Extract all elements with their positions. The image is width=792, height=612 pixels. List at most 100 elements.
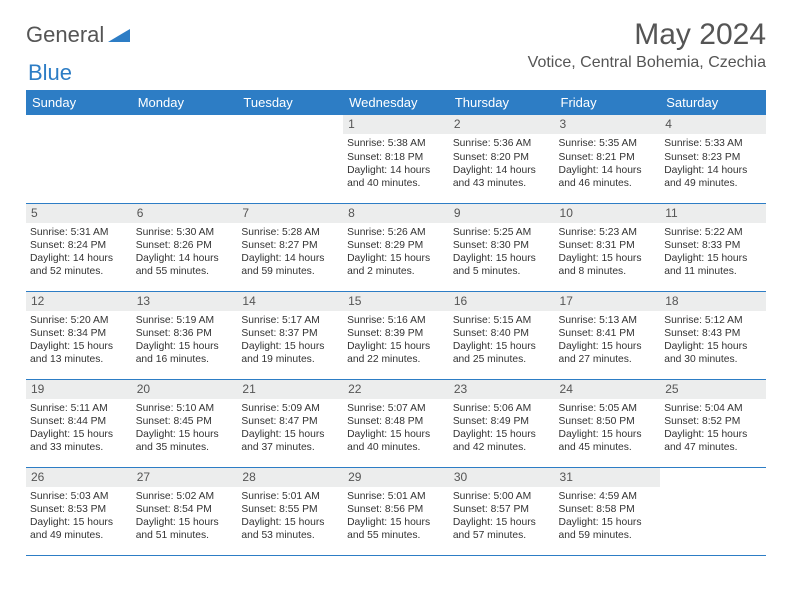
day-info: Sunrise: 5:03 AMSunset: 8:53 PMDaylight:… bbox=[30, 490, 128, 543]
day-number: 27 bbox=[132, 468, 238, 487]
day-number: 14 bbox=[237, 292, 343, 311]
day-number: 29 bbox=[343, 468, 449, 487]
day-number: 25 bbox=[660, 380, 766, 399]
day-cell: 7 Sunrise: 5:28 AMSunset: 8:27 PMDaylight… bbox=[237, 203, 343, 291]
day-number: 18 bbox=[660, 292, 766, 311]
day-info: Sunrise: 5:38 AMSunset: 8:18 PMDaylight:… bbox=[347, 137, 445, 190]
day-number: 28 bbox=[237, 468, 343, 487]
day-info: Sunrise: 5:15 AMSunset: 8:40 PMDaylight:… bbox=[453, 314, 551, 367]
day-number: 22 bbox=[343, 380, 449, 399]
day-cell: 4 Sunrise: 5:33 AMSunset: 8:23 PMDaylight… bbox=[660, 115, 766, 203]
day-cell: 29 Sunrise: 5:01 AMSunset: 8:56 PMDayligh… bbox=[343, 467, 449, 555]
day-info: Sunrise: 5:35 AMSunset: 8:21 PMDaylight:… bbox=[559, 137, 657, 190]
day-cell: 18 Sunrise: 5:12 AMSunset: 8:43 PMDayligh… bbox=[660, 291, 766, 379]
day-cell: 20Sunrise: 5:10 AMSunset: 8:45 PMDayligh… bbox=[132, 379, 238, 467]
day-cell: 3 Sunrise: 5:35 AMSunset: 8:21 PMDaylight… bbox=[555, 115, 661, 203]
day-number: 2 bbox=[449, 115, 555, 134]
day-cell: 10 Sunrise: 5:23 AMSunset: 8:31 PMDayligh… bbox=[555, 203, 661, 291]
day-cell: 24 Sunrise: 5:05 AMSunset: 8:50 PMDayligh… bbox=[555, 379, 661, 467]
day-info: Sunrise: 5:13 AMSunset: 8:41 PMDaylight:… bbox=[559, 314, 657, 367]
weekday-saturday: Saturday bbox=[660, 90, 766, 115]
day-info: Sunrise: 5:10 AMSunset: 8:45 PMDaylight:… bbox=[136, 402, 234, 455]
week-row: 19 Sunrise: 5:11 AMSunset: 8:44 PMDayligh… bbox=[26, 379, 766, 467]
empty-cell bbox=[132, 115, 238, 203]
day-number: 4 bbox=[660, 115, 766, 134]
day-number: 24 bbox=[555, 380, 661, 399]
weekday-header-row: SundayMondayTuesdayWednesdayThursdayFrid… bbox=[26, 90, 766, 115]
day-info: Sunrise: 5:01 AMSunset: 8:56 PMDaylight:… bbox=[347, 490, 445, 543]
day-info: Sunrise: 5:31 AMSunset: 8:24 PMDaylight:… bbox=[30, 226, 128, 279]
week-row: 5 Sunrise: 5:31 AMSunset: 8:24 PMDaylight… bbox=[26, 203, 766, 291]
day-number: 1 bbox=[343, 115, 449, 134]
day-number: 10 bbox=[555, 204, 661, 223]
month-title: May 2024 bbox=[528, 18, 766, 52]
day-cell: 30 Sunrise: 5:00 AMSunset: 8:57 PMDayligh… bbox=[449, 467, 555, 555]
day-number: 23 bbox=[449, 380, 555, 399]
day-number: 6 bbox=[132, 204, 238, 223]
logo-text-2: Blue bbox=[28, 60, 768, 86]
week-row: 12 Sunrise: 5:20 AMSunset: 8:34 PMDayligh… bbox=[26, 291, 766, 379]
day-cell: 31 Sunrise: 4:59 AMSunset: 8:58 PMDayligh… bbox=[555, 467, 661, 555]
day-cell: 13 Sunrise: 5:19 AMSunset: 8:36 PMDayligh… bbox=[132, 291, 238, 379]
day-number: 12 bbox=[26, 292, 132, 311]
day-info: Sunrise: 5:09 AMSunset: 8:47 PMDaylight:… bbox=[241, 402, 339, 455]
day-number: 13 bbox=[132, 292, 238, 311]
day-info: Sunrise: 5:05 AMSunset: 8:50 PMDaylight:… bbox=[559, 402, 657, 455]
day-info: Sunrise: 5:06 AMSunset: 8:49 PMDaylight:… bbox=[453, 402, 551, 455]
day-cell: 12 Sunrise: 5:20 AMSunset: 8:34 PMDayligh… bbox=[26, 291, 132, 379]
day-info: Sunrise: 5:00 AMSunset: 8:57 PMDaylight:… bbox=[453, 490, 551, 543]
day-cell: 21 Sunrise: 5:09 AMSunset: 8:47 PMDayligh… bbox=[237, 379, 343, 467]
day-cell: 22 Sunrise: 5:07 AMSunset: 8:48 PMDayligh… bbox=[343, 379, 449, 467]
empty-cell bbox=[26, 115, 132, 203]
day-cell: 9 Sunrise: 5:25 AMSunset: 8:30 PMDaylight… bbox=[449, 203, 555, 291]
day-info: Sunrise: 5:28 AMSunset: 8:27 PMDaylight:… bbox=[241, 226, 339, 279]
day-info: Sunrise: 5:02 AMSunset: 8:54 PMDaylight:… bbox=[136, 490, 234, 543]
day-cell: 8 Sunrise: 5:26 AMSunset: 8:29 PMDaylight… bbox=[343, 203, 449, 291]
day-info: Sunrise: 5:19 AMSunset: 8:36 PMDaylight:… bbox=[136, 314, 234, 367]
day-cell: 19 Sunrise: 5:11 AMSunset: 8:44 PMDayligh… bbox=[26, 379, 132, 467]
day-info: Sunrise: 5:11 AMSunset: 8:44 PMDaylight:… bbox=[30, 402, 128, 455]
day-number: 3 bbox=[555, 115, 661, 134]
day-cell: 2Sunrise: 5:36 AMSunset: 8:20 PMDaylight… bbox=[449, 115, 555, 203]
weekday-thursday: Thursday bbox=[449, 90, 555, 115]
empty-cell bbox=[237, 115, 343, 203]
day-info: Sunrise: 5:22 AMSunset: 8:33 PMDaylight:… bbox=[664, 226, 762, 279]
day-number: 7 bbox=[237, 204, 343, 223]
day-number: 16 bbox=[449, 292, 555, 311]
day-info: Sunrise: 5:20 AMSunset: 8:34 PMDaylight:… bbox=[30, 314, 128, 367]
day-cell: 5 Sunrise: 5:31 AMSunset: 8:24 PMDaylight… bbox=[26, 203, 132, 291]
logo-triangle-icon bbox=[108, 22, 130, 48]
week-row: 1 Sunrise: 5:38 AMSunset: 8:18 PMDaylight… bbox=[26, 115, 766, 203]
day-cell: 6 Sunrise: 5:30 AMSunset: 8:26 PMDaylight… bbox=[132, 203, 238, 291]
day-number: 8 bbox=[343, 204, 449, 223]
logo-text-1: General bbox=[26, 22, 104, 48]
day-number: 15 bbox=[343, 292, 449, 311]
day-info: Sunrise: 5:23 AMSunset: 8:31 PMDaylight:… bbox=[559, 226, 657, 279]
day-number: 26 bbox=[26, 468, 132, 487]
day-number: 11 bbox=[660, 204, 766, 223]
weekday-wednesday: Wednesday bbox=[343, 90, 449, 115]
day-info: Sunrise: 5:25 AMSunset: 8:30 PMDaylight:… bbox=[453, 226, 551, 279]
day-info: Sunrise: 5:07 AMSunset: 8:48 PMDaylight:… bbox=[347, 402, 445, 455]
day-info: Sunrise: 5:12 AMSunset: 8:43 PMDaylight:… bbox=[664, 314, 762, 367]
day-number: 5 bbox=[26, 204, 132, 223]
day-number: 17 bbox=[555, 292, 661, 311]
calendar-table: SundayMondayTuesdayWednesdayThursdayFrid… bbox=[26, 90, 766, 556]
day-cell: 11 Sunrise: 5:22 AMSunset: 8:33 PMDayligh… bbox=[660, 203, 766, 291]
weekday-friday: Friday bbox=[555, 90, 661, 115]
day-info: Sunrise: 5:33 AMSunset: 8:23 PMDaylight:… bbox=[664, 137, 762, 190]
weekday-sunday: Sunday bbox=[26, 90, 132, 115]
day-info: Sunrise: 5:26 AMSunset: 8:29 PMDaylight:… bbox=[347, 226, 445, 279]
day-number: 9 bbox=[449, 204, 555, 223]
day-info: Sunrise: 4:59 AMSunset: 8:58 PMDaylight:… bbox=[559, 490, 657, 543]
day-cell: 16 Sunrise: 5:15 AMSunset: 8:40 PMDayligh… bbox=[449, 291, 555, 379]
day-number: 31 bbox=[555, 468, 661, 487]
day-info: Sunrise: 5:30 AMSunset: 8:26 PMDaylight:… bbox=[136, 226, 234, 279]
day-cell: 25Sunrise: 5:04 AMSunset: 8:52 PMDayligh… bbox=[660, 379, 766, 467]
weekday-monday: Monday bbox=[132, 90, 238, 115]
day-info: Sunrise: 5:01 AMSunset: 8:55 PMDaylight:… bbox=[241, 490, 339, 543]
day-number: 30 bbox=[449, 468, 555, 487]
day-cell: 15Sunrise: 5:16 AMSunset: 8:39 PMDayligh… bbox=[343, 291, 449, 379]
day-number: 21 bbox=[237, 380, 343, 399]
day-number: 19 bbox=[26, 380, 132, 399]
